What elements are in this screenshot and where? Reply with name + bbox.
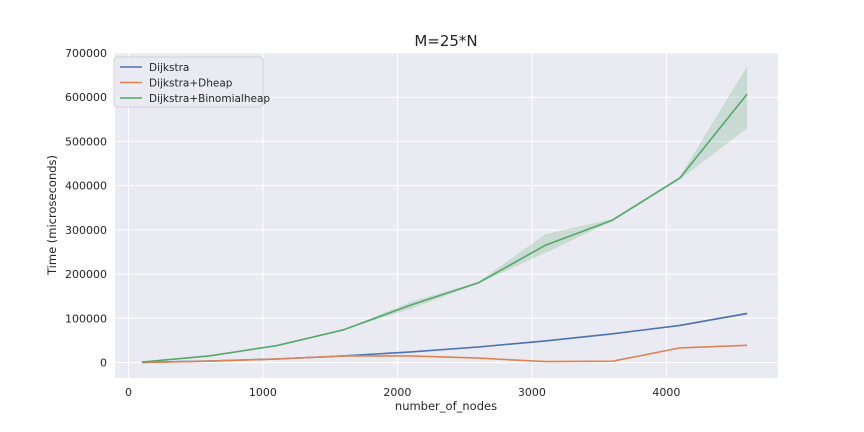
y-tick-label: 600000 bbox=[65, 91, 107, 104]
y-tick-label: 300000 bbox=[65, 224, 107, 237]
tick-labels: 0 1000 2000 3000 4000 0 100000 200000 300000 4000… bbox=[65, 47, 680, 399]
y-tick-label: 200000 bbox=[65, 268, 107, 281]
legend-label: Dijkstra+Dheap bbox=[149, 77, 233, 89]
series-line bbox=[141, 344, 748, 364]
y-tick-label: 500000 bbox=[65, 135, 107, 148]
x-tick-label: 1000 bbox=[249, 386, 277, 399]
legend-label: Dijkstra bbox=[149, 62, 189, 74]
x-tick-label: 3000 bbox=[518, 386, 546, 399]
x-tick-label: 4000 bbox=[652, 386, 680, 399]
chart-title: M=25*N bbox=[414, 32, 477, 50]
x-axis-label: number_of_nodes bbox=[395, 399, 497, 413]
y-axis-label: Time (microseconds) bbox=[45, 155, 59, 276]
y-tick-label: 400000 bbox=[65, 180, 107, 193]
y-tick-label: 700000 bbox=[65, 47, 107, 60]
legend: Dijkstra Dijkstra+Dheap Dijkstra+Binomialh… bbox=[113, 56, 270, 108]
legend-label: Dijkstra+Binomialheap bbox=[149, 93, 270, 105]
legend-box bbox=[113, 56, 264, 108]
series-lines bbox=[141, 93, 748, 364]
series-line bbox=[141, 93, 748, 363]
y-tick-label: 100000 bbox=[65, 312, 107, 325]
y-tick-label: 0 bbox=[100, 357, 107, 370]
x-tick-label: 0 bbox=[125, 386, 132, 399]
x-tick-label: 2000 bbox=[383, 386, 411, 399]
